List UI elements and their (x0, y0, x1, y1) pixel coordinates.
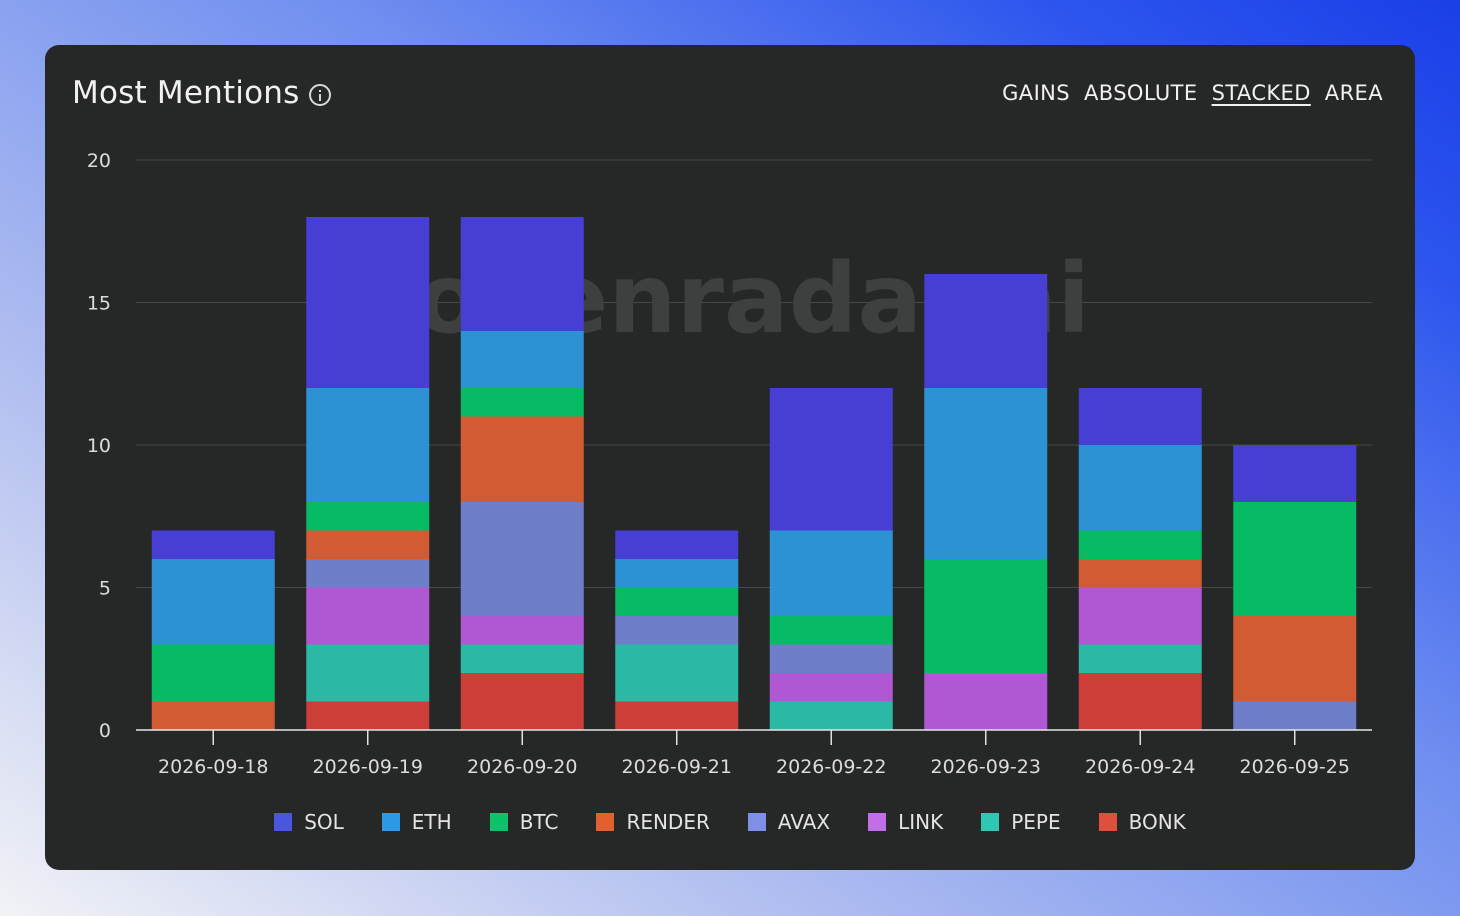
bar-segment-btc (769, 616, 893, 645)
bar-segment-sol (1233, 445, 1357, 502)
bar-segment-sol (615, 530, 739, 559)
bar-segment-pepe (306, 644, 430, 702)
legend-label: BONK (1128, 810, 1186, 834)
bar-segment-avax (460, 502, 584, 616)
legend-swatch (274, 813, 293, 831)
legend-label: RENDER (626, 810, 710, 834)
bar-segment-render (460, 416, 584, 502)
mode-area[interactable]: AREA (1324, 81, 1383, 105)
legend-item-link[interactable]: LINK (868, 810, 943, 834)
legend-item-avax[interactable]: AVAX (747, 810, 831, 834)
bar-segment-eth (924, 388, 1048, 559)
legend-swatch (489, 813, 508, 831)
bar-segment-pepe (460, 644, 584, 673)
bar-segment-link (460, 616, 584, 645)
legend-item-render[interactable]: RENDER (596, 810, 710, 834)
chart-title-text: Most Mentions (72, 75, 300, 111)
legend-label: BTC (519, 810, 559, 834)
y-tick-label: 10 (87, 435, 111, 457)
bar-segment-sol (151, 530, 275, 559)
bar-segment-pepe (1078, 644, 1202, 673)
bar-segment-link (1078, 587, 1202, 645)
x-tick-label: 2026-09-22 (776, 756, 886, 778)
bar-segment-avax (1233, 701, 1357, 730)
bar-segment-bonk (1078, 673, 1202, 730)
legend-item-btc[interactable]: BTC (489, 810, 559, 834)
bar-segment-btc (924, 559, 1048, 673)
chart-legend: SOL ETH BTC RENDER AVAX LINK PEPE BONK (45, 810, 1415, 834)
bar-segment-btc (306, 502, 430, 531)
x-tick-label: 2026-09-25 (1240, 756, 1350, 778)
legend-swatch (747, 813, 766, 831)
mode-stacked[interactable]: STACKED (1211, 81, 1311, 105)
x-tick-label: 2026-09-19 (313, 756, 423, 778)
y-tick-label: 0 (99, 720, 111, 742)
bar-segment-sol (769, 388, 893, 531)
bar-segment-render (1233, 616, 1357, 702)
view-mode-toggle: GAINS ABSOLUTE STACKED AREA (1002, 81, 1383, 105)
legend-item-bonk[interactable]: BONK (1098, 810, 1186, 834)
bar-segment-link (769, 673, 893, 702)
legend-label: AVAX (777, 810, 831, 834)
bar-segment-eth (306, 388, 430, 502)
bar-segment-eth (615, 559, 739, 588)
bar-segment-btc (151, 644, 275, 702)
bar-segment-sol (1078, 388, 1202, 445)
bar-segment-avax (769, 644, 893, 673)
bar-segment-btc (460, 388, 584, 417)
bar-segment-eth (460, 331, 584, 388)
y-tick-label: 20 (87, 150, 111, 172)
bar-segment-bonk (460, 673, 584, 730)
bar-segment-link (924, 673, 1048, 730)
bar-segment-avax (615, 616, 739, 645)
bar-segment-sol (460, 217, 584, 331)
bar-segment-render (306, 530, 430, 559)
chart-title: Most Mentions (72, 75, 332, 111)
legend-item-sol[interactable]: SOL (274, 810, 344, 834)
bar-segment-sol (924, 274, 1048, 388)
bar-segment-render (151, 701, 275, 730)
legend-item-eth[interactable]: ETH (381, 810, 452, 834)
chart-card: Most Mentions GAINS ABSOLUTE STACKED ARE… (45, 45, 1415, 870)
bar-segment-pepe (615, 644, 739, 702)
legend-swatch (381, 813, 400, 831)
x-tick-label: 2026-09-18 (158, 756, 268, 778)
x-tick-label: 2026-09-21 (622, 756, 732, 778)
x-tick-label: 2026-09-24 (1085, 756, 1195, 778)
info-icon[interactable] (309, 84, 332, 106)
bar-segment-bonk (615, 701, 739, 730)
legend-swatch (596, 813, 615, 831)
bar-segment-eth (769, 530, 893, 616)
legend-swatch (868, 813, 887, 831)
legend-label: SOL (304, 810, 344, 834)
bar-segment-pepe (769, 701, 893, 730)
x-tick-label: 2026-09-20 (467, 756, 577, 778)
bar-segment-link (306, 587, 430, 645)
legend-swatch (981, 813, 1000, 831)
legend-label: LINK (898, 810, 944, 834)
bar-segment-bonk (306, 701, 430, 730)
bar-segment-btc (615, 587, 739, 616)
bar-segment-btc (1078, 530, 1202, 559)
bar-segment-btc (1233, 502, 1357, 616)
bar-segment-eth (1078, 445, 1202, 531)
legend-label: PEPE (1011, 810, 1061, 834)
bar-segment-eth (151, 559, 275, 645)
legend-swatch (1098, 813, 1117, 831)
mode-absolute[interactable]: ABSOLUTE (1084, 81, 1198, 105)
bar-segment-sol (306, 217, 430, 388)
bar-segment-avax (306, 559, 430, 588)
y-tick-label: 15 (87, 293, 111, 315)
legend-item-pepe[interactable]: PEPE (981, 810, 1061, 834)
x-tick-label: 2026-09-23 (931, 756, 1041, 778)
bar-segment-render (1078, 559, 1202, 588)
y-tick-label: 5 (99, 578, 111, 600)
mode-gains[interactable]: GAINS (1002, 81, 1070, 105)
legend-label: ETH (411, 810, 452, 834)
